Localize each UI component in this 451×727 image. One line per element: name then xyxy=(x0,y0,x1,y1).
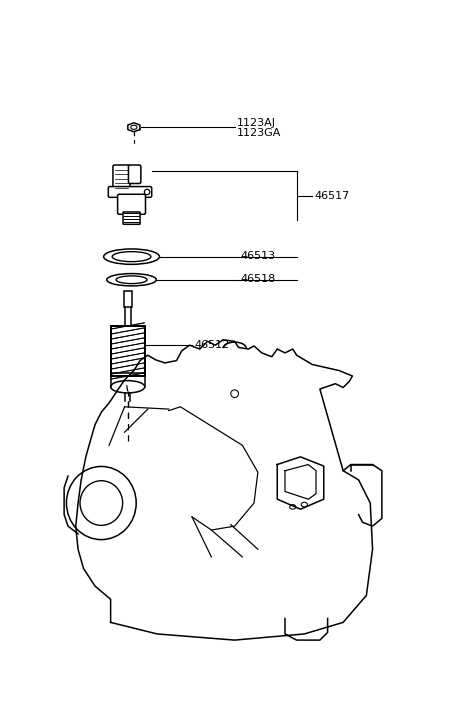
Bar xyxy=(110,326,145,376)
FancyBboxPatch shape xyxy=(113,165,130,194)
Polygon shape xyxy=(128,123,140,132)
Text: 46518: 46518 xyxy=(240,274,275,284)
FancyBboxPatch shape xyxy=(123,212,140,225)
Text: 1123GA: 1123GA xyxy=(237,129,281,138)
Bar xyxy=(124,292,132,307)
Text: 1123AJ: 1123AJ xyxy=(237,118,276,128)
Text: 46517: 46517 xyxy=(314,190,350,201)
Text: 46512: 46512 xyxy=(194,340,230,350)
FancyBboxPatch shape xyxy=(108,187,152,197)
Text: 46513: 46513 xyxy=(240,251,275,261)
FancyBboxPatch shape xyxy=(129,165,141,183)
FancyBboxPatch shape xyxy=(118,194,146,214)
